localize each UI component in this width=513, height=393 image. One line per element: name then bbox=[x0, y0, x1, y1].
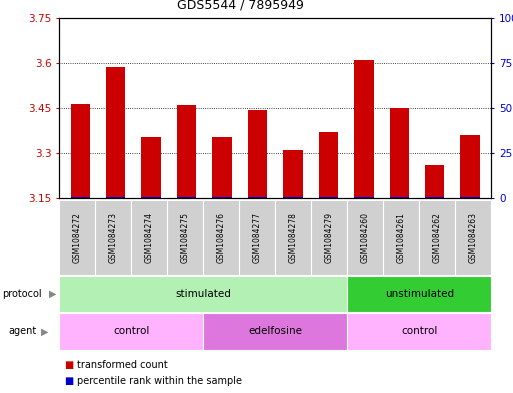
Text: GSM1084275: GSM1084275 bbox=[181, 212, 190, 263]
Bar bbox=[319, 132, 338, 198]
Bar bbox=[461, 196, 480, 198]
Bar bbox=[177, 105, 196, 198]
Text: GSM1084277: GSM1084277 bbox=[253, 212, 262, 263]
Bar bbox=[389, 196, 409, 198]
Text: GDS5544 / 7895949: GDS5544 / 7895949 bbox=[177, 0, 304, 12]
Bar bbox=[212, 137, 232, 198]
Text: GSM1084260: GSM1084260 bbox=[361, 212, 370, 263]
Text: protocol: protocol bbox=[3, 289, 42, 299]
Text: edelfosine: edelfosine bbox=[248, 327, 302, 336]
Bar bbox=[177, 196, 196, 198]
Text: unstimulated: unstimulated bbox=[385, 289, 454, 299]
Text: ■: ■ bbox=[64, 376, 73, 386]
Bar bbox=[283, 150, 303, 198]
Bar bbox=[319, 196, 338, 198]
Text: percentile rank within the sample: percentile rank within the sample bbox=[77, 376, 242, 386]
Text: ■: ■ bbox=[64, 360, 73, 370]
Text: GSM1084272: GSM1084272 bbox=[72, 212, 82, 263]
Bar bbox=[212, 196, 232, 198]
Text: control: control bbox=[401, 327, 438, 336]
Text: GSM1084262: GSM1084262 bbox=[433, 212, 442, 263]
Bar bbox=[354, 60, 373, 198]
Bar bbox=[142, 137, 161, 198]
Bar bbox=[142, 196, 161, 198]
Bar bbox=[106, 67, 126, 198]
Text: GSM1084276: GSM1084276 bbox=[216, 212, 226, 263]
Bar bbox=[70, 103, 90, 198]
Text: GSM1084279: GSM1084279 bbox=[325, 212, 334, 263]
Bar bbox=[106, 196, 126, 198]
Text: stimulated: stimulated bbox=[175, 289, 231, 299]
Bar bbox=[461, 135, 480, 198]
Text: control: control bbox=[113, 327, 149, 336]
Text: transformed count: transformed count bbox=[77, 360, 168, 370]
Bar bbox=[354, 196, 373, 198]
Text: GSM1084263: GSM1084263 bbox=[469, 212, 478, 263]
Bar bbox=[70, 196, 90, 198]
Text: GSM1084274: GSM1084274 bbox=[145, 212, 153, 263]
Bar bbox=[283, 196, 303, 198]
Bar bbox=[248, 196, 267, 198]
Text: GSM1084278: GSM1084278 bbox=[289, 212, 298, 263]
Text: GSM1084261: GSM1084261 bbox=[397, 212, 406, 263]
Bar bbox=[389, 108, 409, 198]
Text: agent: agent bbox=[8, 327, 36, 336]
Text: ▶: ▶ bbox=[41, 327, 48, 336]
Bar bbox=[425, 165, 444, 198]
Text: ▶: ▶ bbox=[49, 289, 56, 299]
Bar bbox=[425, 196, 444, 198]
Text: GSM1084273: GSM1084273 bbox=[109, 212, 117, 263]
Bar bbox=[248, 110, 267, 198]
